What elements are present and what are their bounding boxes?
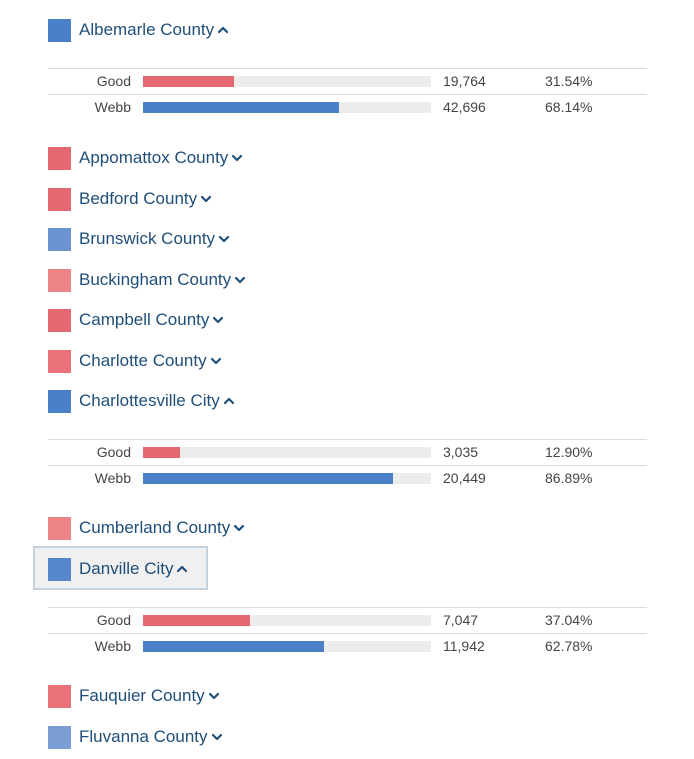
vote-count: 19,764	[443, 73, 486, 89]
result-row: Webb 11,942 62.78%	[48, 633, 647, 659]
vote-share-bar	[143, 615, 431, 626]
results-table: Good 7,047 37.04% Webb 11,942 62.78%	[48, 607, 647, 659]
county-color-swatch	[48, 557, 71, 581]
county-name[interactable]: Cumberland County	[79, 518, 231, 537]
vote-share-bar	[143, 473, 431, 484]
county-toggle[interactable]: Fauquier County	[48, 684, 219, 708]
county-name[interactable]: Fauquier County	[79, 686, 205, 705]
chevron-down-icon[interactable]	[208, 691, 219, 701]
candidate-name: Good	[96, 444, 131, 460]
result-row: Webb 20,449 86.89%	[48, 465, 647, 491]
county-toggle[interactable]: Danville City	[48, 557, 188, 581]
result-row: Good 7,047 37.04%	[48, 607, 647, 633]
chevron-down-icon[interactable]	[213, 315, 224, 325]
vote-share-bar	[143, 641, 431, 652]
vote-count: 11,942	[443, 638, 485, 654]
chevron-up-icon[interactable]	[223, 396, 234, 406]
result-row: Good 3,035 12.90%	[48, 439, 647, 465]
candidate-name: Good	[96, 612, 131, 628]
chevron-down-icon[interactable]	[234, 523, 245, 533]
vote-share-bar-fill	[143, 447, 180, 458]
county-name[interactable]: Brunswick County	[79, 229, 216, 248]
county-color-swatch	[48, 308, 71, 332]
vote-percent: 68.14%	[545, 99, 593, 115]
vote-percent: 86.89%	[545, 470, 593, 486]
chevron-down-icon[interactable]	[235, 275, 246, 285]
county-color-swatch	[48, 349, 71, 373]
vote-share-bar-fill	[143, 615, 250, 626]
county-name[interactable]: Fluvanna County	[79, 727, 208, 746]
county-toggle[interactable]: Appomattox County	[48, 146, 243, 170]
vote-share-bar	[143, 447, 431, 458]
county-name[interactable]: Charlotte County	[79, 351, 207, 370]
chevron-down-icon[interactable]	[201, 194, 212, 204]
county-toggle[interactable]: Buckingham County	[48, 268, 246, 292]
vote-percent: 12.90%	[545, 444, 593, 460]
county-name[interactable]: Charlottesville City	[79, 391, 220, 410]
vote-percent: 31.54%	[545, 73, 593, 89]
chevron-up-icon[interactable]	[177, 564, 188, 574]
county-color-swatch	[48, 725, 71, 749]
results-table: Good 3,035 12.90% Webb 20,449 86.89%	[48, 439, 647, 491]
county-name[interactable]: Danville City	[79, 559, 174, 578]
county-color-swatch	[48, 18, 71, 42]
candidate-name: Webb	[94, 99, 131, 115]
vote-count: 7,047	[443, 612, 479, 628]
vote-percent: 37.04%	[545, 612, 593, 628]
county-name[interactable]: Albemarle County	[79, 20, 215, 39]
vote-count: 3,035	[443, 444, 479, 460]
result-row: Good 19,764 31.54%	[48, 68, 647, 94]
vote-share-bar	[143, 102, 431, 113]
chevron-down-icon[interactable]	[219, 234, 230, 244]
county-color-swatch	[48, 389, 71, 413]
county-toggle[interactable]: Charlottesville City	[48, 389, 234, 413]
vote-count: 42,696	[443, 99, 486, 115]
chevron-up-icon[interactable]	[218, 25, 229, 35]
county-color-swatch	[48, 268, 71, 292]
result-row: Webb 42,696 68.14%	[48, 94, 647, 120]
county-name[interactable]: Campbell County	[79, 310, 210, 329]
county-toggle[interactable]: Brunswick County	[48, 227, 230, 251]
chevron-down-icon[interactable]	[210, 356, 221, 366]
county-color-swatch	[48, 187, 71, 211]
county-color-swatch	[48, 146, 71, 170]
vote-share-bar	[143, 76, 431, 87]
candidate-name: Good	[96, 73, 131, 89]
county-toggle[interactable]: Albemarle County	[48, 18, 229, 42]
county-name[interactable]: Buckingham County	[79, 270, 232, 289]
vote-share-bar-fill	[143, 76, 234, 87]
vote-share-bar-fill	[143, 473, 393, 484]
county-color-swatch	[48, 227, 71, 251]
candidate-name: Webb	[94, 638, 131, 654]
county-toggle[interactable]: Charlotte County	[48, 349, 221, 373]
county-toggle[interactable]: Fluvanna County	[48, 725, 222, 749]
vote-percent: 62.78%	[545, 638, 593, 654]
chevron-down-icon[interactable]	[232, 153, 243, 163]
chevron-down-icon[interactable]	[211, 732, 222, 742]
county-color-swatch	[48, 684, 71, 708]
county-color-swatch	[48, 516, 71, 540]
results-table: Good 19,764 31.54% Webb 42,696 68.14%	[48, 68, 647, 120]
county-name[interactable]: Appomattox County	[79, 148, 229, 167]
vote-count: 20,449	[443, 470, 486, 486]
county-toggle[interactable]: Campbell County	[48, 308, 224, 332]
vote-share-bar-fill	[143, 102, 339, 113]
county-toggle[interactable]: Bedford County	[48, 187, 212, 211]
county-name[interactable]: Bedford County	[79, 189, 198, 208]
county-toggle[interactable]: Cumberland County	[48, 516, 245, 540]
vote-share-bar-fill	[143, 641, 324, 652]
candidate-name: Webb	[94, 470, 131, 486]
